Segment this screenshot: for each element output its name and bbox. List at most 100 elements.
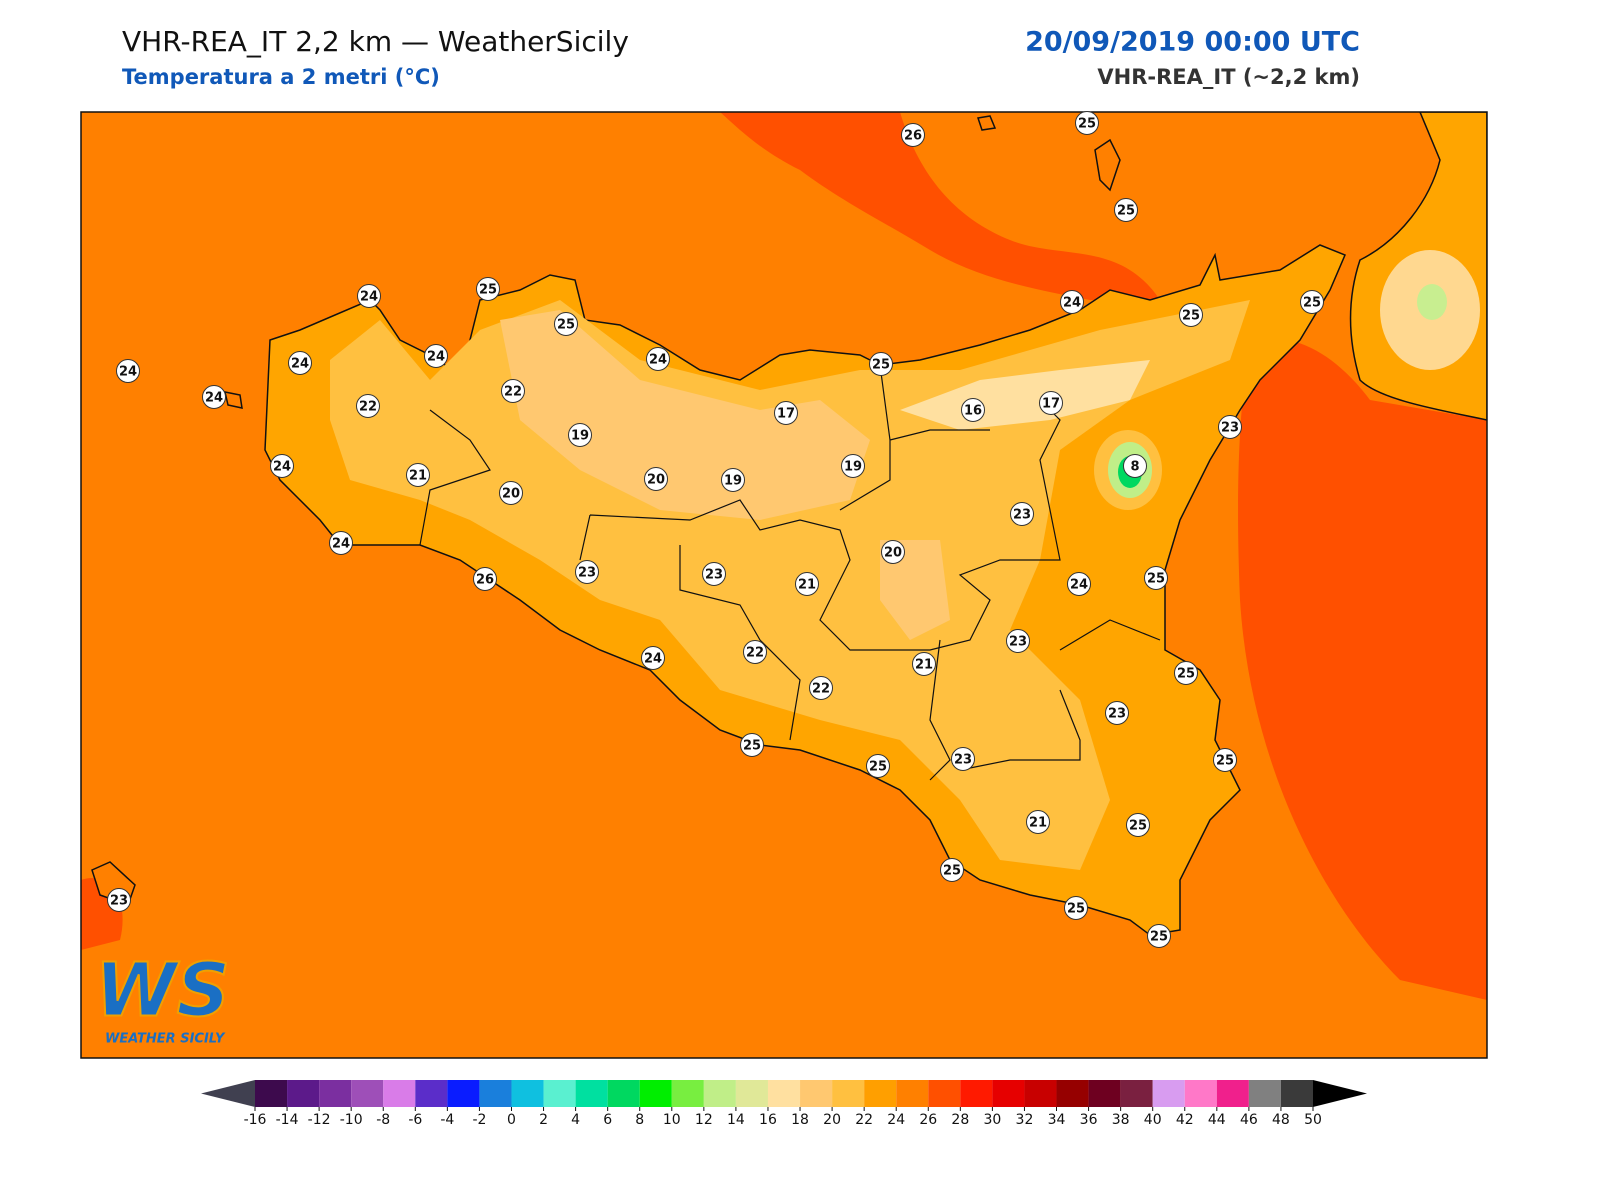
station-value: 23 (954, 753, 972, 768)
colorbar-segment (351, 1080, 384, 1107)
station-marker (641, 646, 665, 670)
colorbar-tick-label: 46 (1240, 1112, 1258, 1128)
colorbar-segment (1152, 1080, 1185, 1107)
station-value: 24 (360, 290, 378, 305)
cool-area (500, 310, 870, 520)
station-marker (912, 652, 936, 676)
station-value: 20 (647, 473, 665, 488)
station-marker (841, 454, 865, 478)
station-value: 25 (943, 864, 961, 879)
station-marker (1060, 290, 1084, 314)
colorbar-segment (287, 1080, 320, 1107)
island (224, 391, 243, 409)
colorbar-tick-label: 30 (983, 1112, 1001, 1128)
colorbar-tick-label: 24 (887, 1112, 905, 1128)
station-value: 25 (872, 358, 890, 373)
station-marker (107, 888, 131, 912)
colorbar-tick-label: 40 (1144, 1112, 1162, 1128)
station-marker (866, 754, 890, 778)
colorbar-tick-label: 10 (663, 1112, 681, 1128)
station-marker (270, 454, 294, 478)
station-marker (356, 394, 380, 418)
colorbar-segment (992, 1080, 1025, 1107)
colorbar-tick-label: -8 (376, 1112, 390, 1128)
colorbar-tick-label: 44 (1208, 1112, 1226, 1128)
station-value: 25 (869, 760, 887, 775)
station-marker (774, 401, 798, 425)
colorbar-tick-label: 4 (571, 1112, 580, 1128)
station-value: 25 (1216, 754, 1234, 769)
station-marker (1010, 502, 1034, 526)
station-value: 25 (1129, 819, 1147, 834)
colorbar-segment (767, 1080, 801, 1107)
colorbar-segment (383, 1080, 416, 1107)
station-value: 21 (409, 469, 427, 484)
station-value: 22 (746, 646, 764, 661)
station-value: 25 (1182, 309, 1200, 324)
colorbar-segment (864, 1080, 897, 1107)
station-value: 22 (359, 400, 377, 415)
colorbar-tick-label: 6 (603, 1112, 612, 1128)
colorbar-tick-label: -14 (276, 1112, 299, 1128)
colorbar-tick-label: 34 (1048, 1112, 1066, 1128)
colorbar-tick-label: 32 (1016, 1112, 1034, 1128)
colorbar-segment (511, 1080, 544, 1107)
station-marker (499, 481, 523, 505)
station-value: 23 (1009, 635, 1027, 650)
colorbar: -16 -14 -12 -10 -8 -6 -4 -2 0 2 4 6 8 10 12 14 16 18 20 22 2… (201, 1080, 1367, 1128)
station-marker (1126, 813, 1150, 837)
colorbar-segment (928, 1080, 961, 1107)
colorbar-segment (960, 1080, 993, 1107)
colorbar-segment (735, 1080, 768, 1107)
colorbar-segment (1280, 1080, 1313, 1107)
station-value: 24 (649, 353, 667, 368)
station-value: 23 (1013, 508, 1031, 523)
colorbar-tick-label: 50 (1304, 1112, 1322, 1128)
colorbar-tick-label: 12 (695, 1112, 713, 1128)
colorbar-segment (255, 1080, 288, 1107)
station-marker (1174, 661, 1198, 685)
colorbar-segment (1248, 1080, 1281, 1107)
station-value: 21 (915, 658, 933, 673)
colorbar-under (201, 1080, 255, 1107)
station-marker (795, 572, 819, 596)
station-marker (646, 347, 670, 371)
station-value: 17 (777, 407, 795, 422)
station-value: 24 (1070, 578, 1088, 593)
province-borders (419, 364, 1161, 781)
warm-sea (1238, 338, 1487, 1000)
station-marker (869, 352, 893, 376)
colorbar-segment (319, 1080, 352, 1107)
colorbar-tick-label: -16 (244, 1112, 267, 1128)
station-marker (357, 284, 381, 308)
colorbar-segment (639, 1080, 672, 1107)
station-value: 24 (119, 365, 137, 380)
model: VHR-REA_IT (~2,2 km) (1097, 65, 1360, 89)
station-marker (1218, 415, 1242, 439)
logo-text: WEATHER SICILY (105, 1032, 226, 1047)
station-value: 21 (1029, 816, 1047, 831)
station-value: 24 (273, 460, 291, 475)
colorbar-tick-label: -10 (340, 1112, 363, 1128)
station-value: 25 (479, 283, 497, 298)
colorbar-tick-label: -12 (308, 1112, 331, 1128)
colorbar-tick-label: 28 (951, 1112, 969, 1128)
station-value: 23 (1221, 421, 1239, 436)
station-value: 25 (1147, 572, 1165, 587)
station-marker (1075, 111, 1099, 135)
colorbar-segment (1184, 1080, 1217, 1107)
island (977, 115, 997, 131)
station-marker (881, 540, 905, 564)
station-value: 25 (1117, 204, 1135, 219)
station-value: 26 (904, 129, 922, 144)
station-value: 25 (1067, 902, 1085, 917)
island (1094, 138, 1121, 192)
station-marker (1179, 303, 1203, 327)
colorbar-tick-label: 8 (635, 1112, 644, 1128)
colorbar-segment (607, 1080, 640, 1107)
station-value: 25 (1303, 296, 1321, 311)
cool-area (1417, 284, 1447, 320)
station-value: 24 (427, 350, 445, 365)
station-marker (575, 560, 599, 584)
station-marker (1067, 572, 1091, 596)
